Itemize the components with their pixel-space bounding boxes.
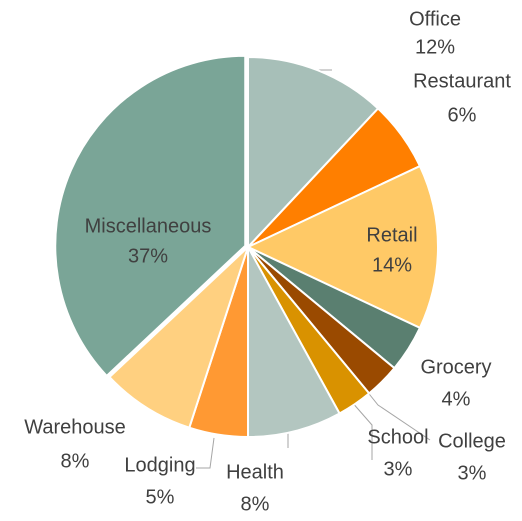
- pie-slice: [54, 54, 247, 378]
- slice-value-label: 3%: [458, 462, 487, 484]
- pie-slice: [245, 164, 439, 330]
- slice-value-label: 8%: [241, 493, 270, 515]
- slice-label: Office: [409, 8, 461, 30]
- slice-label: Restaurant: [413, 70, 511, 92]
- pie-slice: [247, 246, 341, 439]
- slice-value-label: 14%: [372, 254, 412, 276]
- slice-value-label: 37%: [128, 245, 168, 267]
- slice-label: Warehouse: [24, 416, 126, 438]
- slice-value-label: 4%: [442, 388, 471, 410]
- slice-value-label: 8%: [61, 450, 90, 472]
- slice-value-label: 12%: [415, 36, 455, 58]
- slice-label: Lodging: [124, 454, 195, 476]
- slice-label: Health: [226, 461, 284, 483]
- slice-label: Retail: [366, 224, 417, 246]
- leader-line: [196, 437, 215, 469]
- slice-value-label: 6%: [448, 104, 477, 126]
- slice-label: School: [367, 426, 428, 448]
- slice-label: Miscellaneous: [85, 215, 212, 237]
- pie-slice: [108, 246, 249, 429]
- slice-label: College: [438, 430, 506, 452]
- slice-value-label: 5%: [146, 486, 175, 508]
- slice-value-label: 3%: [384, 458, 413, 480]
- slice-label: Grocery: [420, 356, 491, 378]
- pie-slice: [247, 55, 380, 250]
